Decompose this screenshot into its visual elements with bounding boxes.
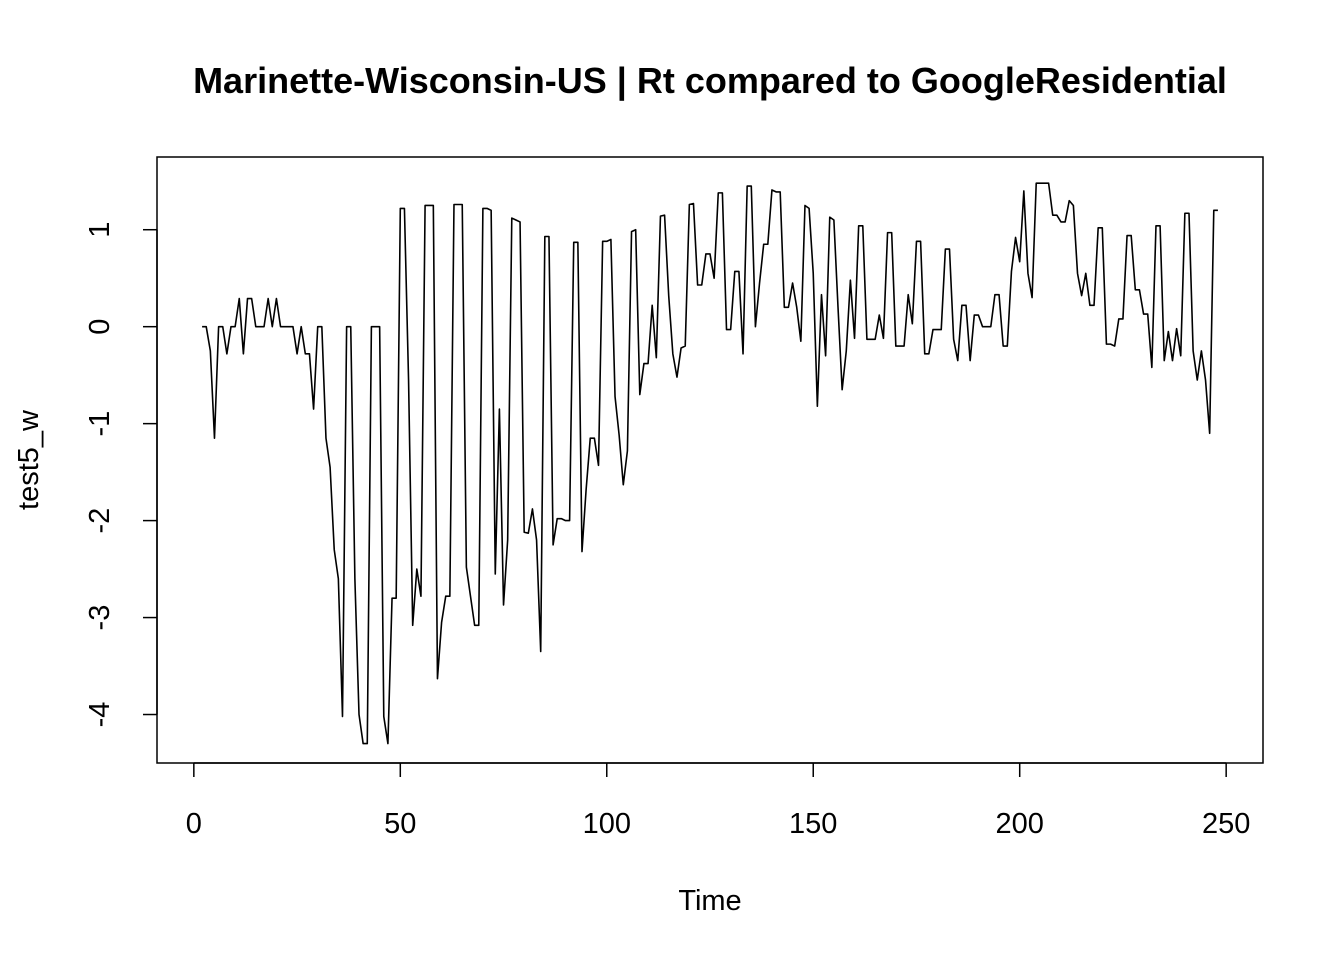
y-tick-label: -4 xyxy=(84,702,116,728)
x-tick-label: 250 xyxy=(1202,808,1250,840)
y-axis-label: test5_w xyxy=(13,409,45,510)
y-tick-label: 0 xyxy=(84,319,116,335)
y-tick-label: 1 xyxy=(84,222,116,238)
y-axis: -4 -3 -2 -1 0 1 xyxy=(84,222,158,728)
x-tick-label: 200 xyxy=(996,808,1044,840)
y-tick-label: -1 xyxy=(84,411,116,437)
x-axis: 0 50 100 150 200 250 xyxy=(186,762,1250,840)
x-tick-label: 100 xyxy=(583,808,631,840)
chart-title: Marinette-Wisconsin-US | Rt compared to … xyxy=(193,60,1227,102)
y-tick-label: -3 xyxy=(84,605,116,631)
x-tick-label: 150 xyxy=(789,808,837,840)
y-tick-label: -2 xyxy=(84,508,116,534)
x-axis-label: Time xyxy=(678,885,741,917)
series-line xyxy=(202,182,1218,745)
x-tick-label: 50 xyxy=(384,808,416,840)
x-tick-label: 0 xyxy=(186,808,202,840)
